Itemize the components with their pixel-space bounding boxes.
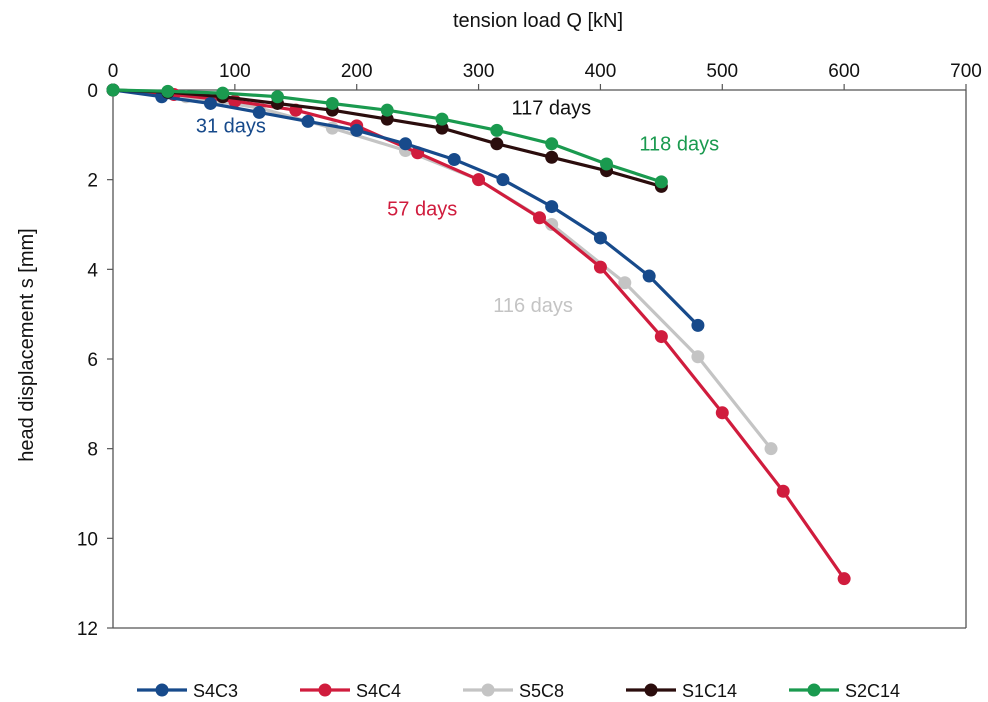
- legend-label: S4C4: [356, 681, 401, 701]
- y-ticks: 0 2 4 6 8 10 12: [77, 81, 113, 640]
- data-point-s4c3: [691, 318, 705, 332]
- axes: [112, 89, 967, 629]
- legend-item-s2c14: S2C14: [789, 681, 900, 701]
- data-point-s2c14: [435, 112, 449, 126]
- annotation-label: 31 days: [196, 116, 266, 138]
- series-s4c4: [106, 83, 851, 586]
- data-point-s4c4: [472, 173, 486, 187]
- data-point-s2c14: [545, 137, 559, 151]
- data-point-s2c14: [271, 90, 285, 104]
- series-line-s4c4: [111, 88, 846, 581]
- x-tick-label: 500: [706, 61, 738, 82]
- y-tick-label: 2: [87, 171, 98, 192]
- data-point-s2c14: [490, 123, 504, 137]
- x-ticks: 0 100 200 300 400 500 600 700: [108, 61, 982, 90]
- data-point-s4c4: [654, 330, 668, 344]
- data-point-s5c8: [545, 218, 559, 231]
- data-point-s2c14: [380, 103, 394, 117]
- annotation-layer: 31 days 57 days 116 days 117 days 118 days: [196, 98, 719, 317]
- data-point-s2c14: [161, 84, 175, 98]
- data-point-s4c3: [496, 173, 510, 187]
- data-point-s1c14: [380, 112, 394, 126]
- data-point-s5c8: [764, 442, 778, 456]
- x-tick-label: 100: [219, 61, 251, 82]
- data-point-s4c3: [301, 114, 315, 128]
- legend-label: S2C14: [845, 681, 900, 701]
- x-tick-label: 0: [108, 61, 119, 82]
- data-point-s5c8: [618, 276, 632, 290]
- legend-marker: [644, 683, 658, 697]
- data-point-s4c4: [776, 484, 790, 498]
- series-layer: [106, 83, 851, 586]
- data-point-s4c3: [252, 105, 266, 119]
- data-point-s4c3: [642, 269, 656, 283]
- data-point-s1c14: [490, 137, 504, 151]
- data-point-s2c14: [654, 175, 668, 189]
- data-point-s4c3: [350, 123, 364, 137]
- legend-label: S1C14: [682, 681, 737, 701]
- annotation-label: 57 days: [387, 199, 457, 221]
- data-point-s4c3: [398, 137, 412, 151]
- x-axis-title: tension load Q [kN]: [453, 10, 623, 32]
- series-s2c14: [106, 83, 668, 189]
- x-tick-label: 200: [341, 61, 373, 82]
- legend-label: S4C3: [193, 681, 238, 701]
- x-tick-label: 700: [950, 61, 982, 82]
- annotation-label: 117 days: [511, 98, 591, 120]
- y-tick-label: 12: [77, 619, 98, 640]
- legend-item-s4c3: S4C3: [137, 681, 238, 701]
- legend-item-s1c14: S1C14: [626, 681, 737, 701]
- legend-item-s5c8: S5C8: [463, 681, 564, 701]
- data-point-s2c14: [106, 83, 120, 97]
- legend-marker: [807, 683, 821, 697]
- data-point-s2c14: [216, 86, 230, 100]
- data-point-s4c3: [203, 96, 217, 110]
- x-tick-label: 400: [585, 61, 617, 82]
- annotation-label: 118 days: [639, 134, 719, 156]
- data-point-s4c4: [533, 211, 546, 225]
- data-point-s2c14: [600, 157, 614, 171]
- data-point-s1c14: [435, 121, 449, 135]
- data-point-s4c4: [837, 572, 851, 586]
- y-tick-label: 10: [77, 529, 98, 550]
- data-point-s4c3: [593, 231, 607, 245]
- legend-marker: [318, 683, 332, 697]
- series-s4c3: [106, 83, 705, 332]
- legend: S4C3 S4C4 S5C8 S1C14 S2C14: [137, 681, 900, 701]
- data-point-s1c14: [545, 150, 559, 164]
- legend-item-s4c4: S4C4: [300, 681, 401, 701]
- legend-marker: [155, 683, 169, 697]
- data-point-s4c4: [715, 406, 729, 420]
- y-tick-label: 0: [87, 81, 98, 102]
- annotation-label: 116 days: [493, 295, 573, 317]
- y-tick-label: 6: [87, 350, 98, 371]
- x-tick-label: 600: [828, 61, 860, 82]
- data-point-s4c3: [447, 152, 461, 166]
- data-point-s4c3: [545, 200, 559, 214]
- legend-marker: [481, 683, 495, 697]
- data-point-s5c8: [691, 350, 705, 364]
- data-point-s4c4: [593, 260, 607, 274]
- legend-label: S5C8: [519, 681, 564, 701]
- data-point-s2c14: [325, 96, 339, 110]
- y-axis-title: head displacement s [mm]: [16, 228, 38, 461]
- y-tick-label: 8: [87, 440, 98, 461]
- x-tick-label: 300: [463, 61, 495, 82]
- y-tick-label: 4: [87, 260, 98, 281]
